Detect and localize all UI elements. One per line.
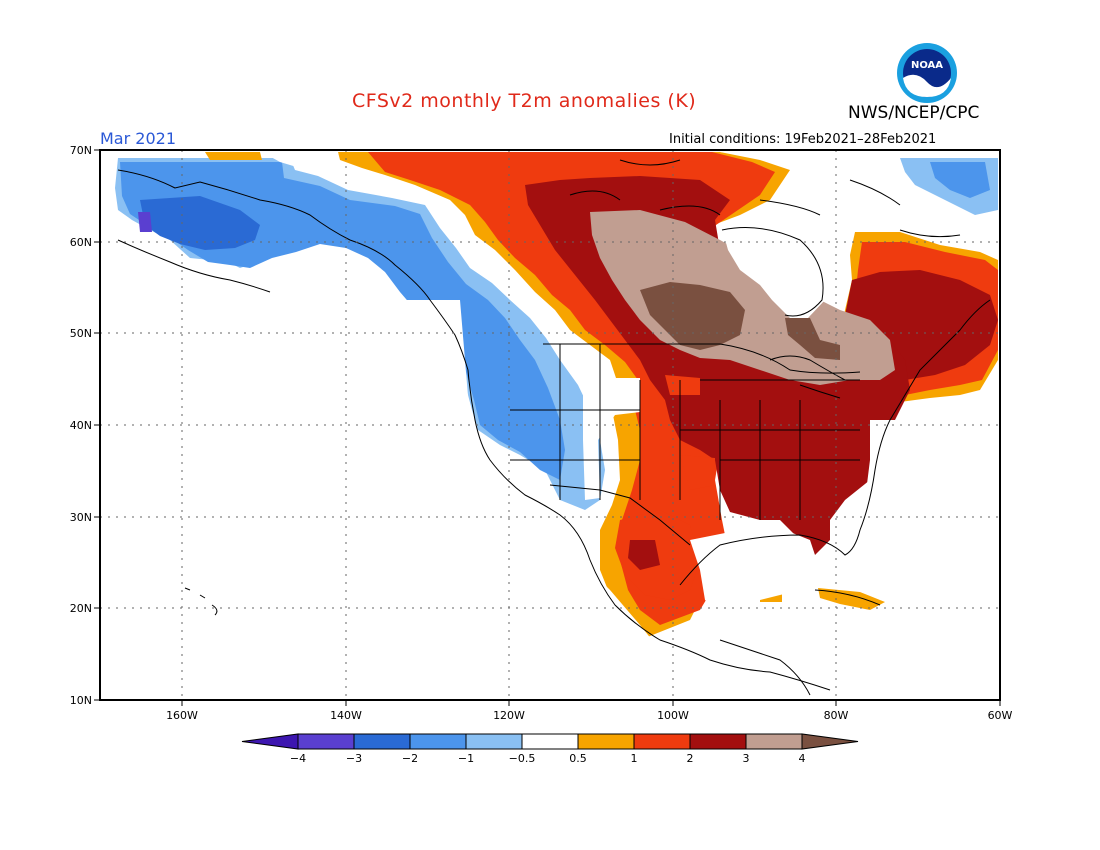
legend-swatch (353, 733, 411, 750)
central-america (719, 639, 811, 696)
lon-label: 80W (824, 709, 849, 722)
color-legend: −4 −3 −2 −1 −0.5 0.5 1 2 3 4 (241, 733, 859, 765)
gulf-white (690, 528, 820, 610)
lon-label: 100W (657, 709, 689, 722)
brown-region (640, 282, 745, 350)
arctic-islands (569, 159, 961, 238)
cuba-orange (818, 588, 885, 610)
lat-label: 50N (70, 327, 92, 340)
lat-label: 60N (70, 236, 92, 249)
gulf-coastline (679, 299, 991, 586)
lon-label: 60W (988, 709, 1013, 722)
initial-conditions-label: Initial conditions: 19Feb2021–28Feb2021 (669, 132, 937, 147)
logo-text: NOAA (911, 60, 943, 71)
grid-lines (100, 150, 1000, 700)
hawaii-outline (184, 587, 218, 616)
legend-tick-label: 4 (799, 752, 806, 765)
state-lines (510, 344, 860, 520)
legend-tick-label: 0.5 (569, 752, 587, 765)
lat-label: 20N (70, 602, 92, 615)
legend-swatch (577, 733, 635, 750)
warm-orange-band (205, 152, 262, 160)
lon-label: 160W (166, 709, 198, 722)
legend-swatch (745, 733, 803, 750)
hudson-bay-coast (721, 227, 824, 317)
forecast-period: Mar 2021 (100, 129, 176, 148)
legend-tick-label: −1 (458, 752, 474, 765)
alaska-purple-cell (138, 212, 152, 232)
cuba-outline (814, 589, 881, 606)
us-mexico-border (549, 484, 691, 546)
legend-swatch (297, 733, 355, 750)
north-white-gap (720, 152, 900, 232)
alaska-coast (117, 239, 271, 293)
lon-label: 120W (493, 709, 525, 722)
legend-tick-label: −3 (346, 752, 362, 765)
legend-tick-label: 3 (743, 752, 750, 765)
alaska-darker-blue-region (140, 196, 260, 250)
map-title: CFSv2 monthly T2m anomalies (K) (352, 90, 697, 112)
noaa-logo: NOAA (897, 43, 957, 103)
lat-label: 30N (70, 511, 92, 524)
legend-tick-label: −2 (402, 752, 418, 765)
arctic-white-gap (262, 152, 340, 168)
interior-red-patch-2 (680, 455, 715, 490)
legend-swatch (465, 733, 523, 750)
legend-swatch (409, 733, 467, 750)
agency-label: NWS/NCEP/CPC (848, 103, 980, 123)
lat-label: 40N (70, 419, 92, 432)
lat-label: 10N (70, 694, 92, 707)
legend-tick-label: 2 (687, 752, 694, 765)
legend-tick-label: −0.5 (509, 752, 536, 765)
brown-region-2 (785, 318, 840, 360)
white-west-gap (583, 378, 640, 500)
atlantic-white (860, 420, 998, 610)
northeast-blue-core (930, 162, 990, 198)
us-canada-border (543, 343, 861, 374)
lat-label: 70N (70, 144, 92, 157)
legend-arrow-low (241, 733, 299, 750)
legend-tick-label: −4 (290, 752, 306, 765)
lon-label: 140W (330, 709, 362, 722)
mexico-dark-cells (628, 540, 660, 570)
pacific-white (100, 300, 660, 700)
legend-tick-label: 1 (631, 752, 638, 765)
west-coastline (117, 169, 831, 691)
legend-swatch (633, 733, 691, 750)
hudson-bay-white (722, 225, 830, 318)
interior-red-patch (665, 375, 700, 395)
legend-swatch (689, 733, 747, 750)
south-white (700, 610, 998, 700)
legend-swatch (521, 733, 579, 750)
legend-arrow-high (801, 733, 859, 750)
